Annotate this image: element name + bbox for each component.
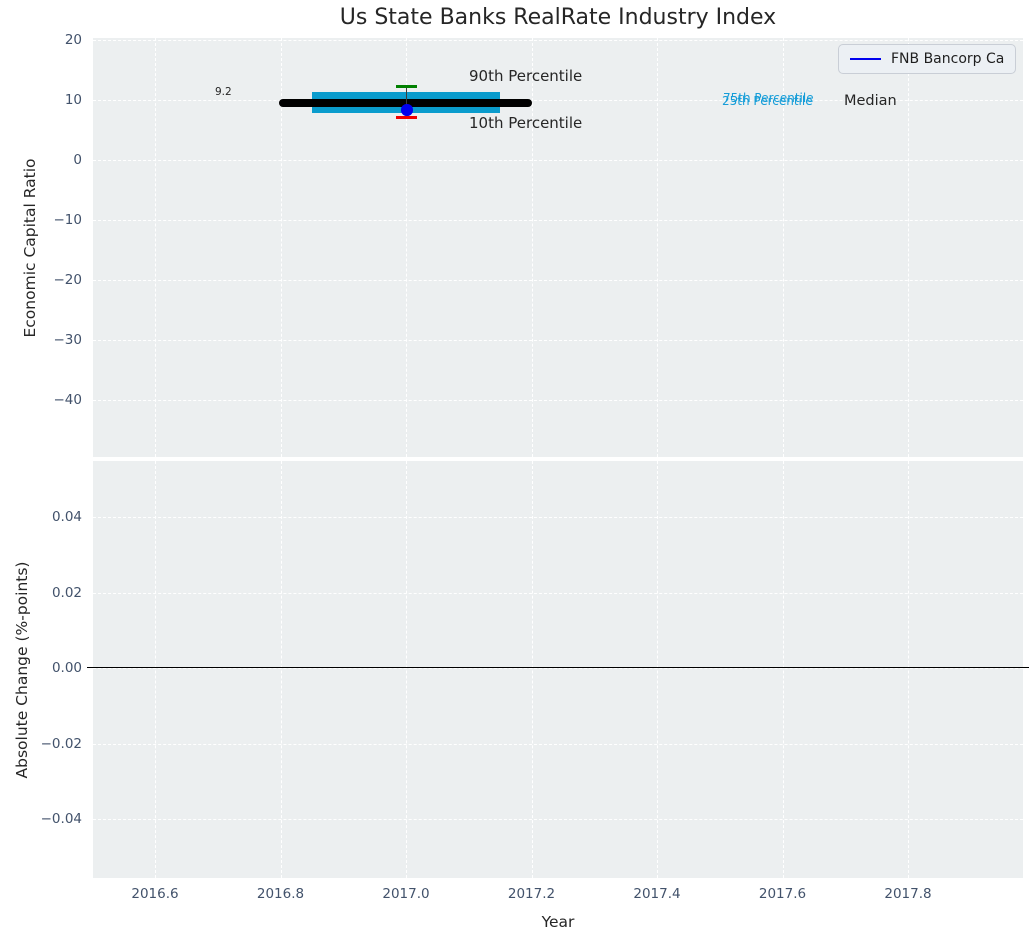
gridline-vertical — [657, 461, 658, 878]
gridline-vertical — [406, 461, 407, 878]
gridline-horizontal — [93, 40, 1023, 41]
zero-line — [87, 666, 1029, 669]
p10-label: 10th Percentile — [469, 114, 583, 132]
x-tick-label: 2017.2 — [507, 886, 556, 902]
gridline-horizontal — [93, 819, 1023, 820]
y-tick-label: 0.02 — [51, 585, 82, 601]
company-marker — [401, 104, 413, 116]
gridline-vertical — [531, 38, 533, 457]
y-tick-label: −20 — [53, 272, 83, 288]
bottom-y-axis-label: Absolute Change (%-points) — [13, 561, 31, 779]
x-tick-label: 2017.4 — [633, 886, 681, 902]
gridline-horizontal — [93, 517, 1023, 518]
x-tick-label: 2017.8 — [884, 886, 932, 902]
gridline-vertical — [782, 461, 784, 878]
x-tick-label: 2016.8 — [256, 886, 305, 902]
legend-line-sample — [850, 57, 881, 61]
y-tick-label: −30 — [53, 332, 83, 348]
y-tick-label: 0 — [73, 152, 82, 168]
gridline-vertical — [531, 461, 533, 878]
gridline-vertical — [782, 38, 784, 457]
y-tick-label: 20 — [64, 32, 82, 48]
gridline-vertical — [155, 38, 156, 457]
y-tick-label: 0.00 — [51, 660, 82, 676]
y-tick-label: 10 — [64, 92, 82, 108]
top-y-axis-label: Economic Capital Ratio — [21, 158, 39, 338]
gridline-horizontal — [93, 220, 1023, 221]
gridline-horizontal — [93, 400, 1023, 401]
gridline-horizontal — [93, 668, 1023, 669]
legend-label: FNB Bancorp Ca — [891, 51, 1005, 67]
y-tick-label: −0.02 — [40, 736, 82, 752]
whisker-line — [405, 86, 408, 117]
gridline-vertical — [406, 38, 407, 457]
gridline-vertical — [155, 461, 156, 878]
y-tick-label: −10 — [53, 212, 83, 228]
legend: FNB Bancorp Ca — [838, 44, 1016, 74]
top-plot: 9.2 90th Percentile 10th Percentile 75th… — [93, 38, 1023, 457]
x-axis-label: Year — [541, 913, 575, 931]
gridline-vertical — [280, 38, 282, 457]
chart-title: Us State Banks RealRate Industry Index — [339, 5, 777, 30]
gridline-horizontal — [93, 340, 1023, 341]
gridline-vertical — [657, 38, 658, 457]
gridline-horizontal — [93, 743, 1023, 745]
y-tick-label: −0.04 — [40, 811, 82, 827]
p75-label: 75th Percentile — [723, 91, 814, 105]
gridline-horizontal — [93, 100, 1023, 101]
gridline-horizontal — [93, 592, 1023, 594]
gridline-horizontal — [93, 280, 1023, 281]
x-tick-label: 2017.0 — [382, 886, 430, 902]
x-tick-label: 2016.6 — [131, 886, 179, 902]
median-label: Median — [844, 93, 897, 109]
y-tick-label: −40 — [53, 392, 83, 408]
gridline-vertical — [908, 38, 909, 457]
median-value-label: 9.2 — [215, 86, 232, 98]
bottom-plot — [87, 461, 1029, 878]
p25-label: 25th Percentile — [722, 94, 813, 108]
p90-label: 90th Percentile — [469, 67, 583, 85]
p90-cap — [396, 84, 417, 88]
p10-cap — [396, 115, 417, 119]
gridline-vertical — [908, 461, 909, 878]
gridline-horizontal — [93, 160, 1023, 161]
y-tick-label: 0.04 — [51, 509, 82, 525]
x-tick-label: 2017.6 — [758, 886, 807, 902]
gridline-vertical — [280, 461, 282, 878]
